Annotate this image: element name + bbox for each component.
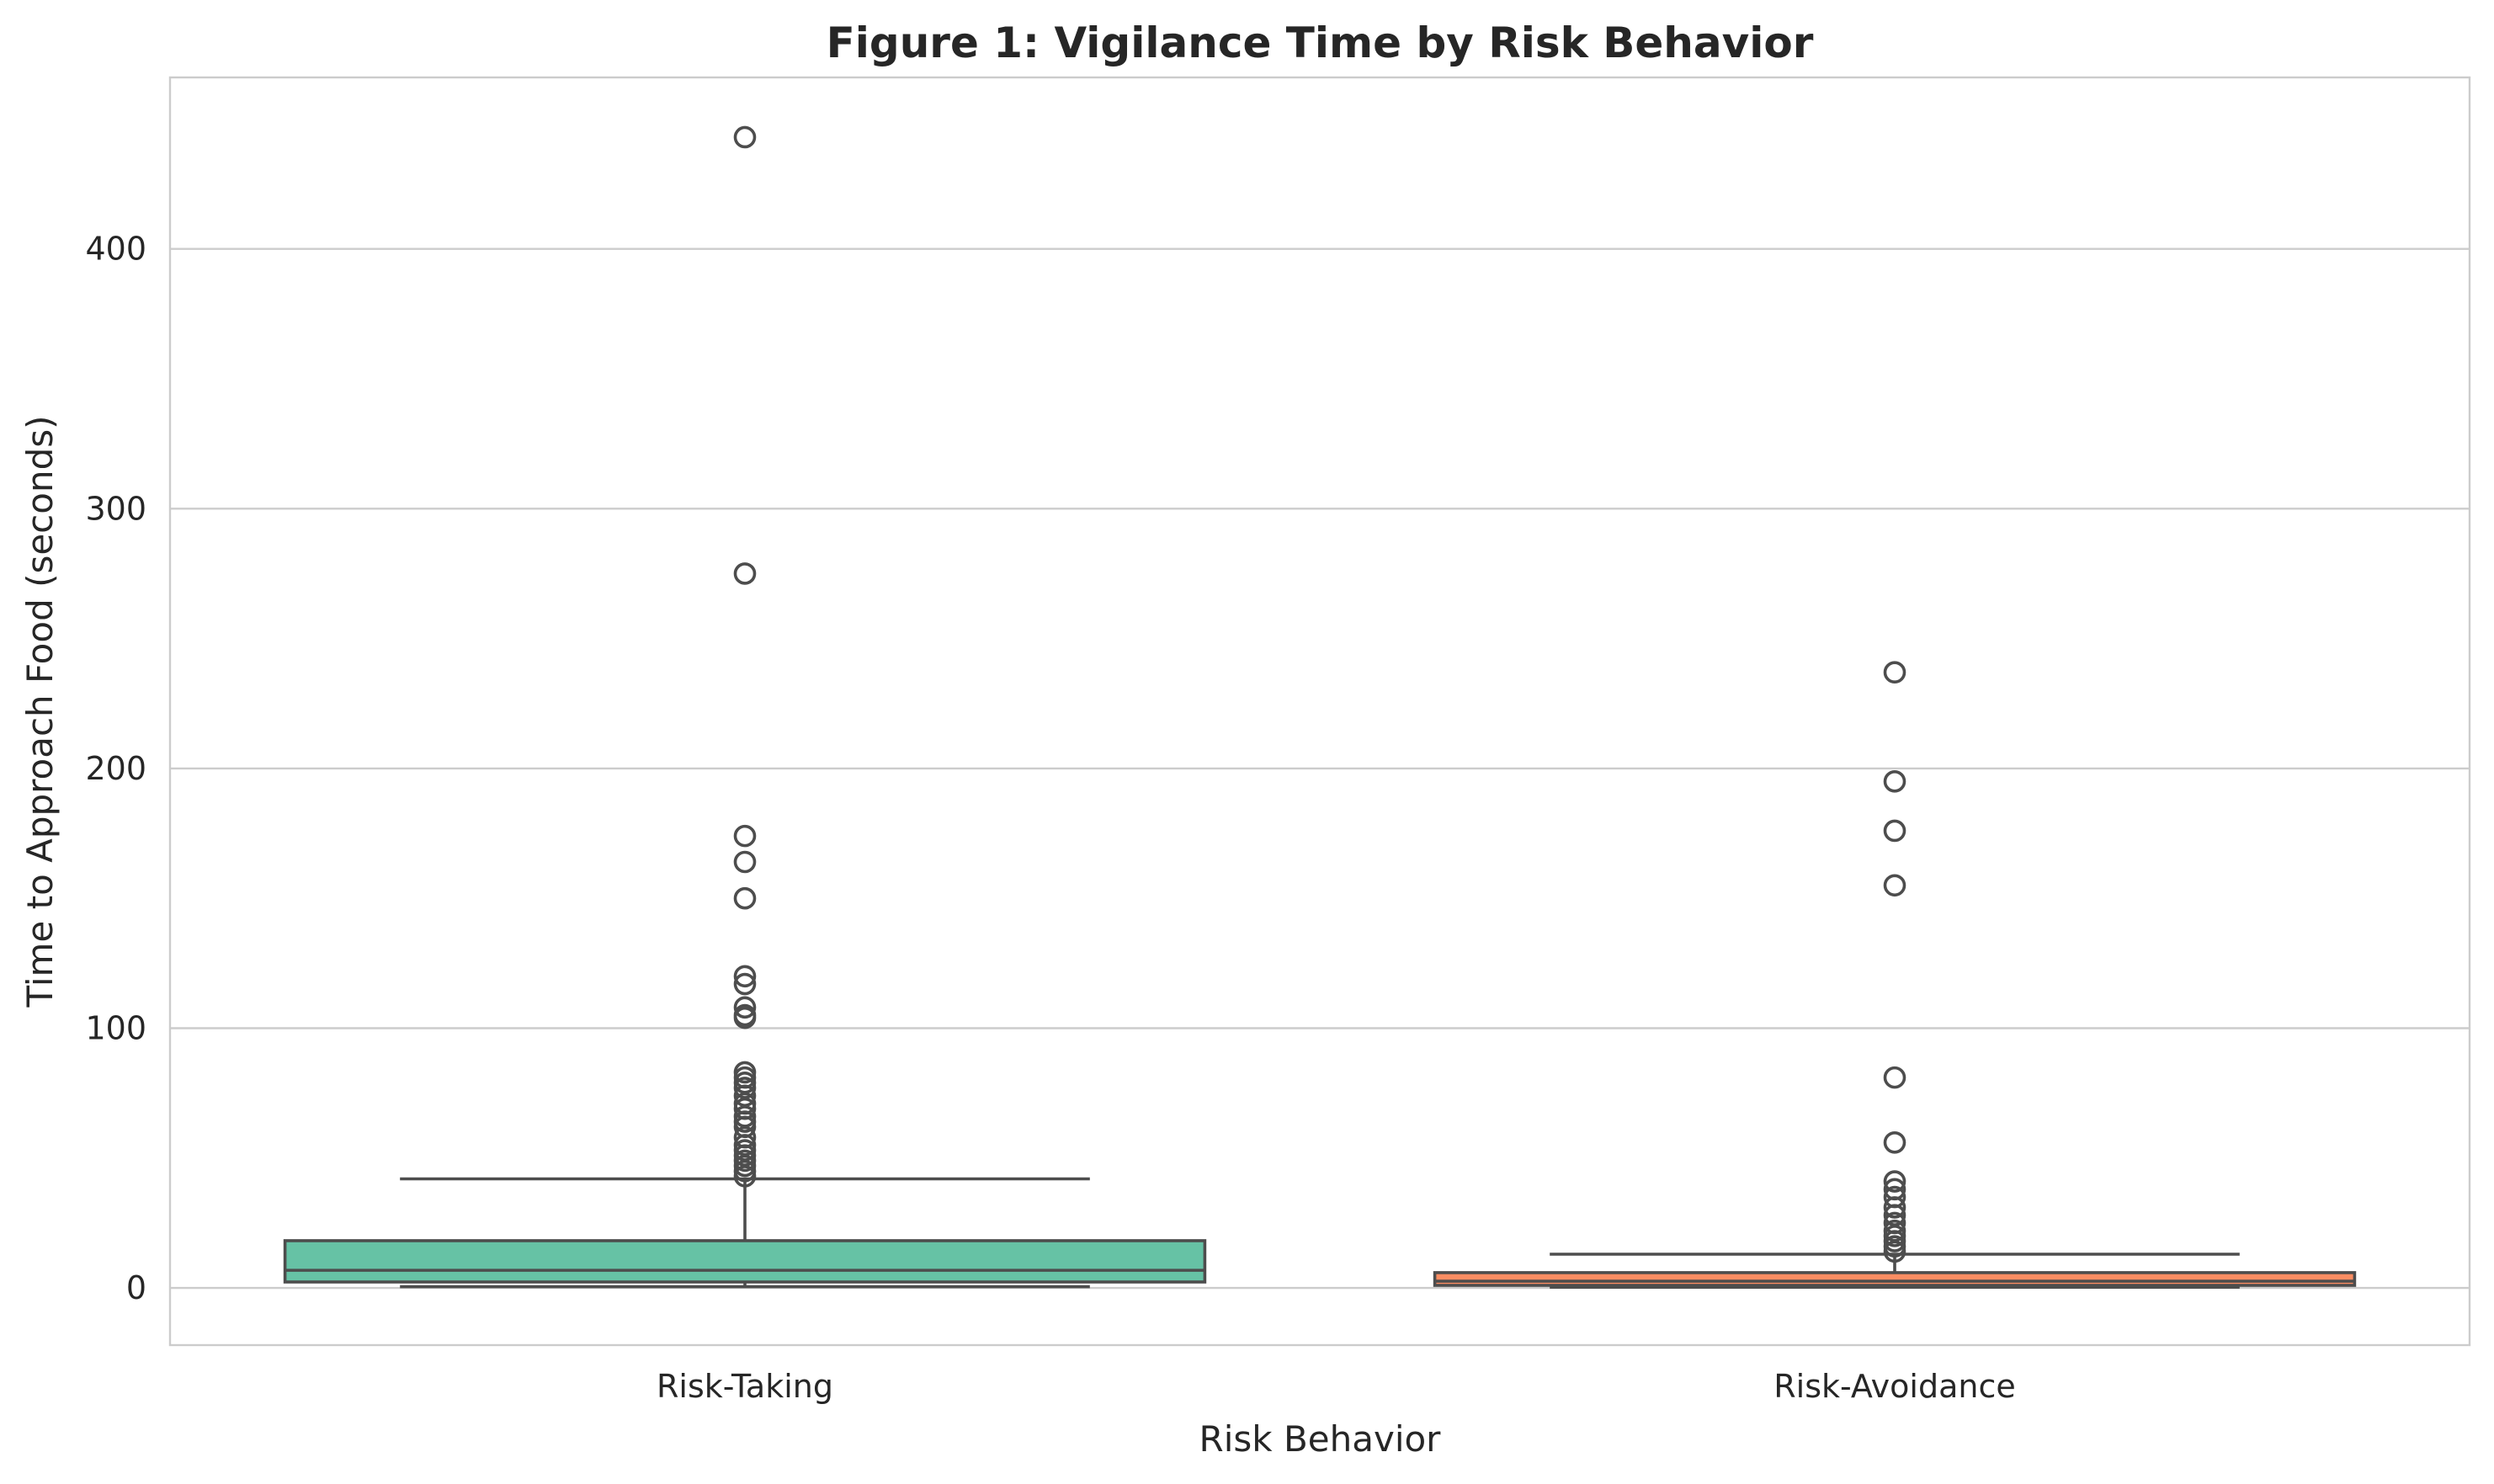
x-tick-label-risk-avoidance: Risk-Avoidance [1773,1368,2015,1405]
risk-taking-outlier-1 [733,562,757,585]
risk-avoidance-outlier-4 [1883,1066,1906,1089]
risk-taking-outlier-4 [733,886,757,910]
risk-taking-outlier-9 [733,1006,757,1029]
y-tick-label-300: 300 [85,490,146,527]
y-tick-label-100: 100 [85,1010,146,1047]
risk-taking-outlier-3 [733,850,757,874]
box-group-risk-avoidance [1433,661,2357,1289]
risk-avoidance-outlier-6 [1883,1170,1906,1193]
risk-avoidance-box [1433,1271,2357,1287]
risk-taking-outlier-0 [733,125,757,149]
x-axis-label: Risk Behavior [1199,1418,1442,1460]
risk-avoidance-outlier-16 [1883,1240,1906,1263]
chart-title: Figure 1: Vigilance Time by Risk Behavio… [827,19,1814,67]
risk-taking-outlier-2 [733,824,757,848]
plot-frame [168,76,2471,1347]
risk-taking-outlier-6 [733,972,757,996]
risk-avoidance-outlier-3 [1883,874,1906,897]
y-tick-label-400: 400 [85,231,146,268]
y-tick-label-200: 200 [85,750,146,787]
y-tick-label-0: 0 [126,1269,146,1306]
risk-taking-outlier-7 [733,996,757,1019]
y-axis-label: Time to Approach Food (seconds) [19,415,61,1008]
risk-avoidance-outlier-1 [1883,770,1906,793]
y-tick-labels: 0 100 200 300 400 [85,231,146,1306]
risk-avoidance-outlier-2 [1883,819,1906,843]
x-tick-labels: Risk-Taking Risk-Avoidance [657,1368,2016,1405]
x-tick-label-risk-taking: Risk-Taking [657,1368,833,1405]
risk-avoidance-outlier-0 [1883,661,1906,684]
risk-avoidance-outlier-9 [1883,1196,1906,1219]
risk-taking-outlier-27 [733,1165,757,1188]
box-group-risk-taking [283,125,1207,1289]
risk-taking-box [283,1239,1207,1284]
boxes [283,125,2357,1289]
risk-taking-outlier-5 [733,965,757,988]
risk-avoidance-outlier-5 [1883,1130,1906,1154]
